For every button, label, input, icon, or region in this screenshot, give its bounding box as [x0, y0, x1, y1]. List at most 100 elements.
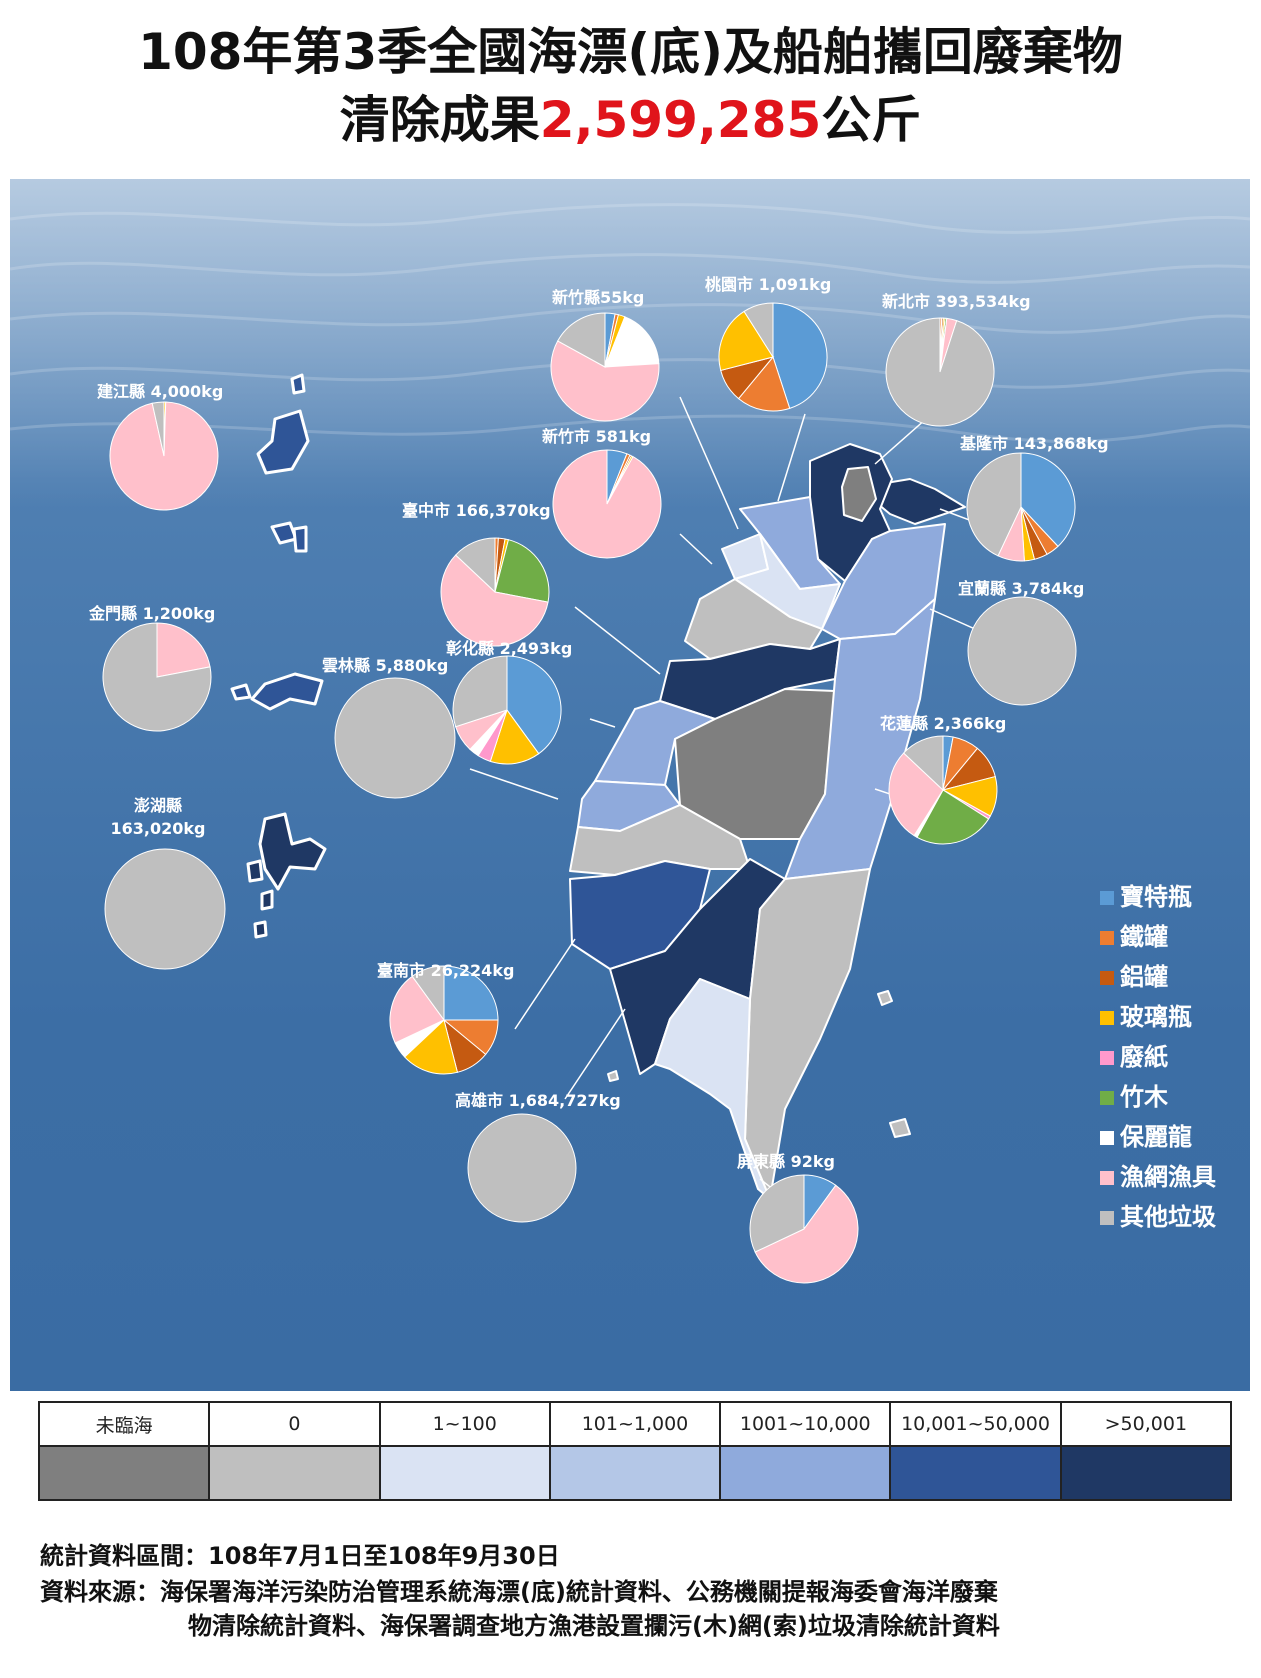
legend-label: 鋁罐: [1120, 963, 1168, 991]
pie-chart: 基隆市 143,868kg: [959, 434, 1109, 562]
region-taipei: [841, 466, 877, 522]
pie-chart: 高雄市 1,684,727kg: [455, 1091, 621, 1223]
island-matsu-2: [290, 373, 306, 395]
pie-slice: [467, 1113, 577, 1223]
island-matsu-4: [292, 525, 308, 553]
pie-label: 桃園市 1,091kg: [705, 275, 831, 294]
pie-label: 新竹市 581kg: [542, 427, 651, 446]
pie-slice: [443, 965, 499, 1021]
island-penghu-2: [246, 859, 264, 883]
pie-slice: [489, 708, 540, 765]
legend-swatch: [1100, 931, 1114, 945]
pie-slice: [967, 596, 1077, 706]
scale-label: 未臨海: [37, 1401, 211, 1447]
subtitle-prefix: 清除成果: [339, 91, 540, 149]
main-title: 108年第3季全國海漂(底)及船舶攜回廢棄物: [138, 23, 1123, 81]
pie-slice: [604, 316, 660, 368]
pie-label: 花蓮縣 2,366kg: [880, 714, 1006, 733]
legend-swatch: [1100, 891, 1114, 905]
legend-swatch: [1100, 1211, 1114, 1225]
pie-slice: [506, 655, 562, 755]
map-panel: 新竹縣55kg 桃園市 1,091kg 新北市 393,534kg 建江縣 4,000…: [10, 179, 1250, 1391]
taiwan-map: [569, 443, 966, 1200]
pie-chart: 宜蘭縣 3,784kg: [958, 579, 1084, 706]
scale-label: >50,001: [1059, 1401, 1233, 1447]
scale-swatch: [208, 1445, 381, 1501]
pie-label: 基隆市 143,868kg: [959, 434, 1109, 453]
scale-swatch: [889, 1445, 1062, 1501]
legend-label: 鐵罐: [1120, 923, 1168, 951]
color-scale-table: 未臨海 0 1~100 101~1,000 1001~10,000 10,001~50,0…: [37, 1401, 1233, 1501]
pie-chart: 澎湖縣 163,020kg: [104, 796, 226, 970]
pie-slice: [885, 317, 995, 427]
pie-chart: 建江縣 4,000kg: [97, 382, 223, 511]
pie-label: 新北市 393,534kg: [882, 292, 1031, 311]
island-orchid: [889, 1118, 911, 1138]
region-chiayi: [569, 804, 751, 876]
legend-label: 玻璃瓶: [1120, 1003, 1192, 1031]
pie-slice: [749, 1174, 805, 1253]
pie-slice: [440, 554, 549, 647]
pie-slice: [334, 677, 456, 799]
pie-label: 屏東縣 92kg: [737, 1152, 835, 1171]
outlying-islands: [230, 373, 327, 939]
pie-chart: 新北市 393,534kg: [882, 292, 1031, 427]
pie-chart: 花蓮縣 2,366kg: [880, 714, 1006, 845]
total-value: 2,599,285: [539, 91, 822, 149]
scale-label: 101~1,000: [548, 1401, 722, 1447]
pie-label: 彰化縣 2,493kg: [446, 639, 572, 658]
legend-label: 竹木: [1119, 1083, 1169, 1111]
pie-chart: 屏東縣 92kg: [737, 1152, 859, 1284]
pie-label: 新竹縣55kg: [552, 288, 644, 307]
pie-slice: [718, 310, 774, 372]
legend-label: 保麗龍: [1119, 1123, 1192, 1151]
scale-swatch: [378, 1445, 551, 1501]
pie-label: 宜蘭縣 3,784kg: [958, 579, 1084, 598]
pie-label: 臺南市 26,224kg: [377, 961, 514, 980]
island-penghu-4: [253, 920, 268, 939]
scale-label: 1~100: [378, 1401, 551, 1447]
scale-swatch-row: [37, 1445, 1233, 1501]
pie-slice: [743, 302, 774, 359]
legend-label: 寶特瓶: [1120, 883, 1192, 911]
island-penghu-1: [258, 812, 327, 891]
legend-swatch: [1100, 1091, 1114, 1105]
pie-group: 新竹縣55kg 桃園市 1,091kg 新北市 393,534kg 建江縣 4,000…: [88, 275, 1109, 1284]
pie-chart: 臺南市 26,224kg: [377, 961, 514, 1075]
pie-slice: [888, 752, 944, 837]
sea-waves: [10, 203, 1250, 443]
legend-swatch: [1100, 1131, 1114, 1145]
pie-slice: [902, 735, 944, 792]
subtitle: 清除成果2,599,285公斤: [0, 90, 1261, 150]
pie-slice: [552, 449, 662, 559]
region-pingtung: [654, 978, 771, 1200]
pie-slice: [772, 302, 828, 409]
scale-swatch: [719, 1445, 892, 1501]
pie-slice: [411, 965, 445, 1022]
pie-slice: [403, 1019, 459, 1075]
pie-slice: [916, 789, 990, 845]
scale-swatch: [1059, 1445, 1233, 1501]
island-liuqiu: [607, 1070, 619, 1082]
island-matsu-1: [256, 409, 310, 475]
pie-slice: [557, 312, 606, 368]
pie-chart: 金門縣 1,200kg: [88, 604, 215, 732]
pie-label: 金門縣 1,200kg: [88, 604, 215, 623]
pie-label: 高雄市 1,684,727kg: [455, 1091, 621, 1110]
legend-swatch: [1100, 971, 1114, 985]
pie-chart: 新竹縣55kg: [550, 288, 660, 422]
pie-slice: [104, 848, 226, 970]
pie-slice: [454, 537, 496, 594]
data-source-line1: 資料來源：海保署海洋污染防治管理系統海漂(底)統計資料、公務機關提報海委會海洋廢…: [40, 1578, 998, 1606]
pie-slice: [1020, 452, 1076, 548]
pie-label: 臺中市 166,370kg: [402, 501, 551, 520]
scale-label: 10,001~50,000: [889, 1401, 1062, 1447]
pie-slice: [737, 355, 791, 412]
legend-swatch: [1100, 1051, 1114, 1065]
pie-slice: [494, 539, 550, 603]
pie-label: 澎湖縣: [134, 796, 182, 815]
scale-header-row: 未臨海 0 1~100 101~1,000 1001~10,000 10,001~50,0…: [37, 1401, 1233, 1447]
pie-slice: [156, 622, 211, 678]
pie-chart: 彰化縣 2,493kg: [446, 639, 572, 765]
